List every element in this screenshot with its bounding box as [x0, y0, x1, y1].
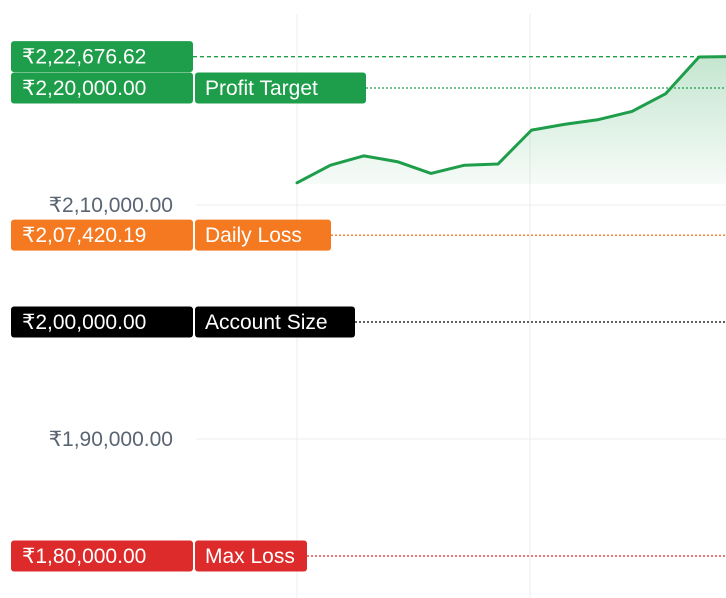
account-size-name-tag-bg [195, 306, 355, 338]
max-loss-name-tag-text: Max Loss [205, 545, 295, 568]
series-area [297, 56, 726, 184]
profit-target-value-tag: ₹2,20,000.00 [11, 72, 193, 104]
y-tick-label-1: ₹1,90,000.00 [49, 428, 173, 451]
profit-target-value-tag-text: ₹2,20,000.00 [22, 77, 146, 100]
max-loss-value-tag: ₹1,80,000.00 [11, 540, 193, 572]
daily-loss-name-tag-bg [195, 219, 331, 251]
daily-loss-name-tag: Daily Loss [195, 219, 331, 251]
account-size-value-tag-text: ₹2,00,000.00 [22, 311, 146, 334]
daily-loss-value-tag-bg [11, 219, 193, 251]
account-size-value-tag-bg [11, 306, 193, 338]
current-value-tag-bg [11, 41, 193, 73]
account-size-name-tag-text: Account Size [205, 311, 328, 334]
max-loss-value-tag-text: ₹1,80,000.00 [22, 545, 146, 568]
y-axis-ticks: ₹2,10,000.00 ₹1,90,000.00 [49, 194, 173, 451]
threshold-layer: ₹2,20,000.00 Profit Target ₹2,07,420.19 Dai… [11, 41, 726, 572]
daily-loss-value-tag-text: ₹2,07,420.19 [22, 224, 146, 247]
max-loss-name-tag-bg [195, 540, 307, 572]
account-size-name-tag: Account Size [195, 306, 355, 338]
y-tick-label-0: ₹2,10,000.00 [49, 194, 173, 217]
daily-loss-name-tag-text: Daily Loss [205, 224, 302, 247]
grid [196, 14, 726, 598]
profit-target-name-tag-bg [195, 72, 366, 104]
profit-target-name-tag-text: Profit Target [205, 77, 318, 100]
daily-loss-value-tag: ₹2,07,420.19 [11, 219, 193, 251]
profit-target-value-tag-bg [11, 72, 193, 104]
max-loss-name-tag: Max Loss [195, 540, 307, 572]
series-line [295, 55, 726, 185]
current-value-tag-text: ₹2,22,676.62 [22, 46, 146, 69]
max-loss-value-tag-bg [11, 540, 193, 572]
current-value-tag: ₹2,22,676.62 [11, 41, 193, 73]
series-layer [295, 55, 726, 185]
profit-target-name-tag: Profit Target [195, 72, 366, 104]
account-size-value-tag: ₹2,00,000.00 [11, 306, 193, 338]
